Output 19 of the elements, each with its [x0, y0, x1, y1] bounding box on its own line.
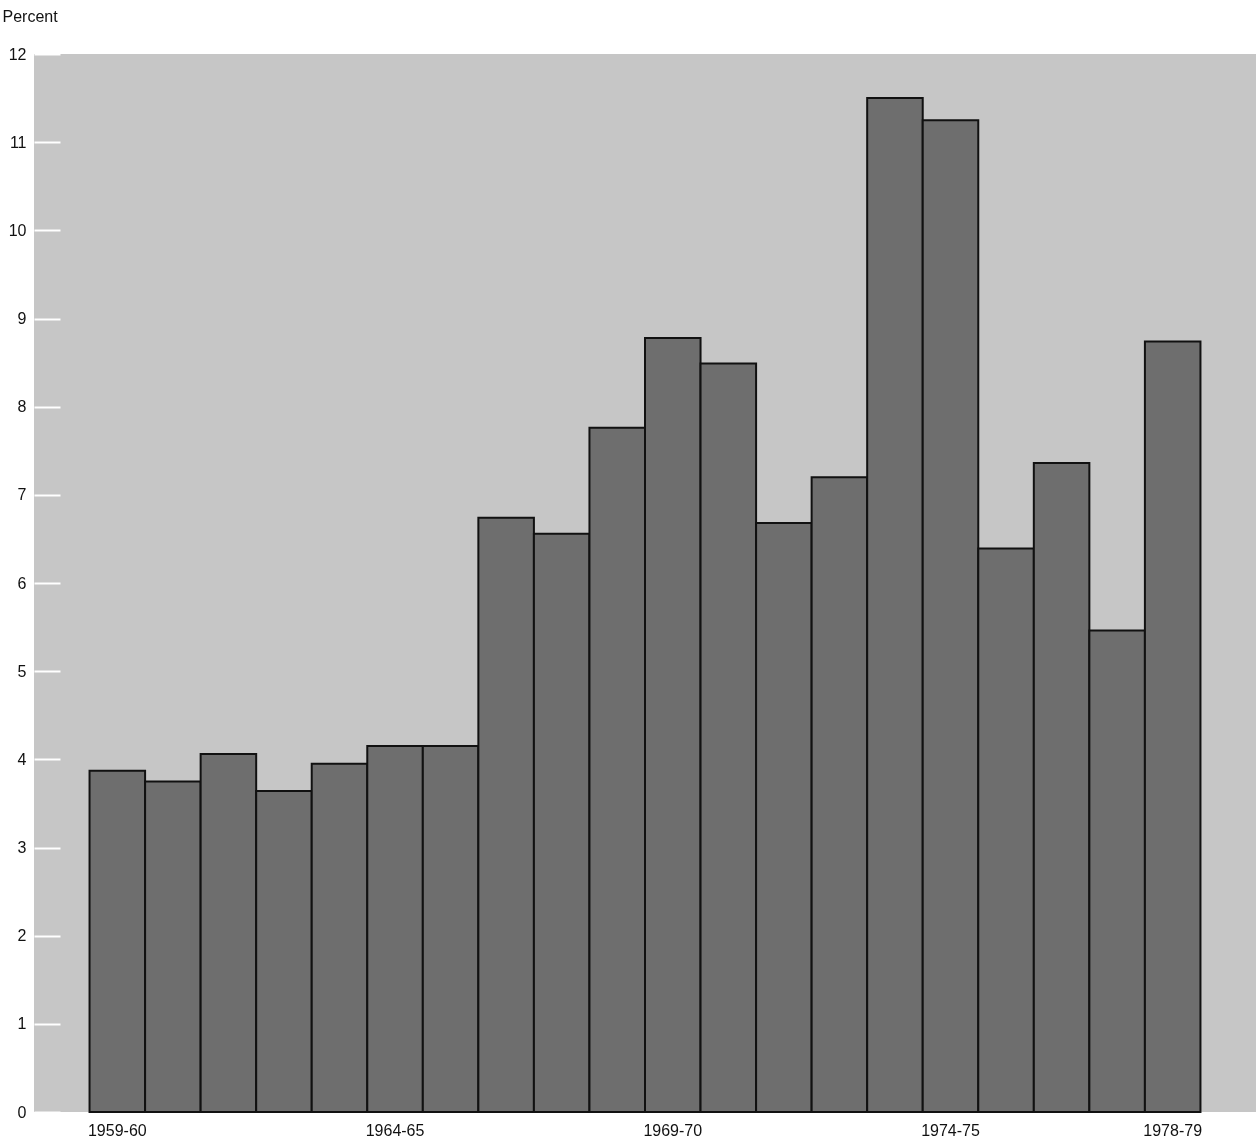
y-tick-label: 1 — [17, 1015, 27, 1033]
y-tick-label: 5 — [17, 662, 27, 680]
x-tick-label: 1959-60 — [87, 1121, 147, 1139]
y-tick-label: 8 — [17, 398, 27, 416]
y-axis-title: Percent — [2, 7, 59, 25]
y-tick-label: 6 — [17, 574, 27, 592]
y-tick-label: 10 — [8, 221, 27, 239]
y-tick-label: 3 — [17, 839, 27, 856]
y-tick-label: 11 — [9, 133, 27, 151]
y-tick-label: 12 — [8, 45, 27, 63]
x-tick-label: 1969-70 — [643, 1121, 703, 1139]
y-tick-label: 4 — [17, 750, 27, 768]
x-tick-label: 1964-65 — [365, 1121, 425, 1139]
y-tick-label: 0 — [17, 1103, 27, 1121]
y-tick-label: 7 — [17, 486, 27, 504]
x-tick-label: 1978-79 — [1143, 1121, 1203, 1139]
x-tick-label: 1974-75 — [921, 1121, 980, 1139]
y-tick-label: 2 — [17, 927, 27, 945]
y-tick-label: 9 — [17, 310, 27, 327]
